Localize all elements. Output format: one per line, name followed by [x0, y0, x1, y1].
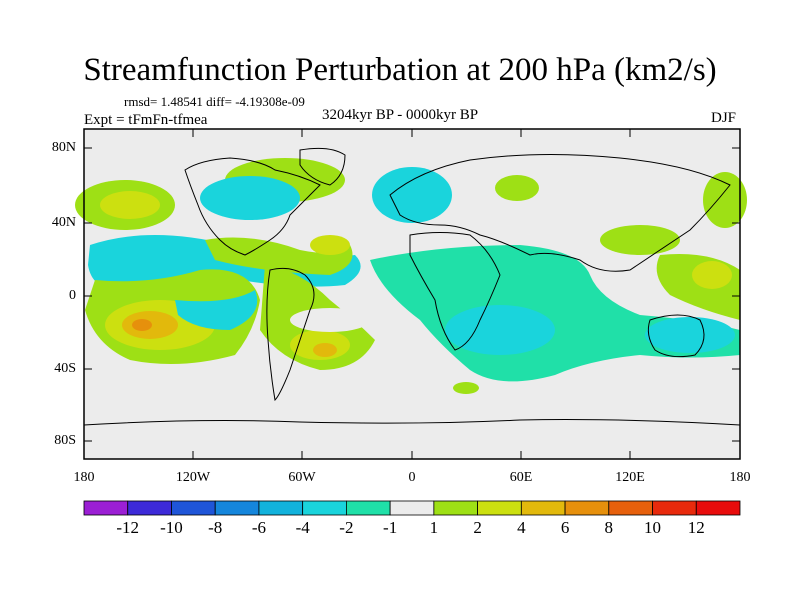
lat-label-40s: 40S	[54, 361, 76, 376]
colorbar-label: 4	[517, 518, 526, 537]
colorbar-swatch	[695, 500, 741, 516]
colorbar-swatch	[608, 500, 653, 516]
colorbar-label: -6	[251, 518, 266, 537]
colorbar-label: 10	[644, 518, 662, 537]
lon-label-0: 0	[408, 470, 416, 485]
lat-label-80s: 80S	[54, 433, 76, 448]
colorbar-swatch	[214, 500, 260, 516]
lon-label-120w: 120W	[175, 470, 211, 485]
colorbar-swatch	[171, 500, 216, 516]
lon-label-120e: 120E	[615, 470, 645, 485]
lon-label-180e: 180	[729, 470, 751, 485]
axis-ticks	[83, 129, 741, 459]
colorbar-label: -10	[160, 518, 183, 537]
colorbar-swatch	[477, 500, 522, 516]
colorbar-swatch	[520, 500, 566, 516]
colorbar-swatch	[83, 500, 129, 516]
colorbar-swatch	[127, 500, 172, 516]
lon-label-60w: 60W	[288, 470, 316, 485]
lat-label-40n: 40N	[51, 215, 76, 230]
coastlines	[83, 147, 741, 426]
colorbar	[83, 500, 741, 516]
lat-label-0: 0	[69, 288, 76, 303]
colorbar-label: 1	[429, 518, 439, 537]
stats-line: rmsd= 1.48541 diff= -4.19308e-09	[124, 94, 305, 109]
anomaly-field	[75, 158, 747, 394]
colorbar-swatch	[302, 500, 347, 516]
colorbar-label: 12	[687, 518, 705, 537]
season-label: DJF	[711, 110, 737, 126]
colorbar-label: -2	[339, 518, 354, 537]
lat-label-80n: 80N	[51, 140, 76, 155]
colorbar-swatch	[652, 500, 697, 516]
plot-title: Streamfunction Perturbation at 200 hPa (…	[83, 52, 717, 88]
colorbar-swatch	[433, 500, 479, 516]
colorbar-label: -8	[208, 518, 223, 537]
colorbar-label: -12	[116, 518, 140, 537]
experiment-label: Expt = tFmFn-tfmea	[84, 112, 208, 128]
colorbar-swatch	[564, 500, 610, 516]
colorbar-label: 2	[473, 518, 482, 537]
lon-label-60e: 60E	[509, 470, 533, 485]
period-label: 3204kyr BP - 0000kyr BP	[322, 107, 479, 123]
colorbar-swatch	[389, 500, 435, 516]
colorbar-label: -4	[295, 518, 310, 537]
colorbar-label: 8	[604, 518, 614, 537]
lon-label-180w: 180	[73, 470, 95, 485]
colorbar-label: 6	[560, 518, 570, 537]
colorbar-label: -1	[383, 518, 398, 537]
colorbar-swatch	[345, 500, 391, 516]
colorbar-swatch	[258, 500, 304, 516]
